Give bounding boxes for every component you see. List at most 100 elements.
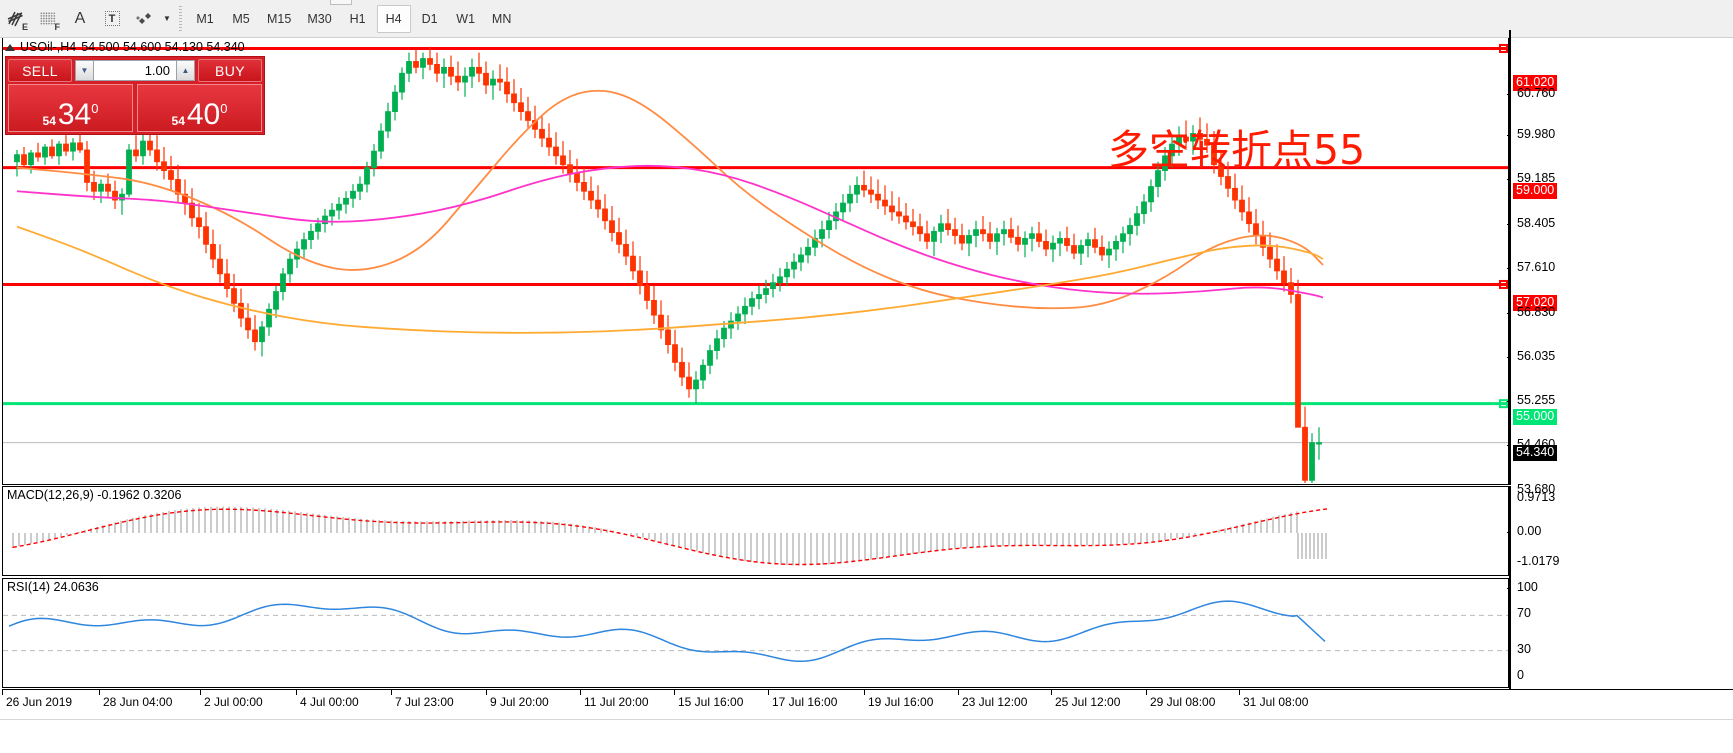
rsi-pane[interactable]: RSI(14) 24.0636 [2, 578, 1509, 688]
price-pane[interactable] [2, 38, 1509, 485]
objects-icon[interactable] [129, 4, 159, 34]
time-axis-tick [958, 690, 959, 695]
one-click-trading-panel[interactable]: SELL ▼ 1.00 ▲ BUY 54 34 0 54 40 0 [5, 56, 265, 135]
time-axis-tick [580, 690, 581, 695]
time-axis-label: 25 Jul 12:00 [1055, 695, 1121, 709]
price-axis-tag[interactable]: 57.020 [1513, 295, 1558, 311]
price-axis-tick [1507, 313, 1511, 314]
volume-decrement-icon[interactable]: ▼ [75, 60, 94, 81]
macd-axis-label: 0.00 [1517, 524, 1542, 538]
toolbar-float-handle[interactable] [330, 0, 352, 5]
text-label-icon[interactable]: T [97, 4, 127, 34]
price-axis-tag[interactable]: 59.000 [1513, 183, 1558, 199]
time-axis-tick [768, 690, 769, 695]
sell-button[interactable]: SELL [8, 59, 72, 82]
time-axis-label: 15 Jul 16:00 [678, 695, 744, 709]
time-axis-label: 31 Jul 08:00 [1243, 695, 1309, 709]
symbol-name: USOil-,H4 [20, 40, 77, 54]
status-bar [0, 719, 1733, 753]
time-axis-tick [1239, 690, 1240, 695]
price-axis-tick [1507, 268, 1511, 269]
time-axis-tick [99, 690, 100, 695]
text-label-glyph: T [104, 11, 120, 26]
indicators-icon-sub: E [21, 21, 28, 32]
sell-price-main: 34 [57, 98, 92, 131]
toolbar-separator [179, 5, 182, 32]
time-axis-tick [296, 690, 297, 695]
time-axis-label: 26 Jun 2019 [6, 695, 73, 709]
time-axis-label: 2 Jul 00:00 [204, 695, 263, 709]
rsi-label: RSI(14) 24.0636 [7, 580, 99, 594]
volume-input[interactable]: 1.00 [94, 60, 176, 81]
price-axis-tick [1507, 135, 1511, 136]
price-axis-label: 56.830 [1517, 305, 1556, 319]
buy-price-fraction: 0 [220, 101, 228, 116]
macd-pane[interactable]: MACD(12,26,9) -0.1962 0.3206 [2, 486, 1509, 576]
sell-price-display[interactable]: 54 34 0 [8, 84, 133, 132]
price-axis[interactable]: 61.020 60.760 59.980 59.185 59.000 58.405 57.6… [1507, 30, 1733, 496]
price-axis-tick [1507, 179, 1511, 180]
sell-price-fraction: 0 [91, 101, 99, 116]
price-axis-label: 53.680 [1517, 482, 1556, 496]
price-axis-label: 59.980 [1517, 127, 1556, 141]
collapse-triangle-icon[interactable] [5, 43, 15, 51]
price-axis-tag[interactable]: 55.000 [1513, 409, 1558, 425]
timeframe-m1[interactable]: M1 [196, 11, 214, 26]
rsi-axis-label: 30 [1517, 642, 1531, 656]
timeframe-mn[interactable]: MN [491, 11, 512, 26]
chart-toolbar: E F A T ▼ M1 M5 M15 M30 H1 H4 D1 W1 MN [0, 0, 1733, 38]
time-axis-tick [864, 690, 865, 695]
price-axis-tick [1507, 445, 1511, 446]
timeframe-w1[interactable]: W1 [456, 11, 476, 26]
time-axis-label: 7 Jul 23:00 [395, 695, 454, 709]
volume-stepper[interactable]: ▼ 1.00 ▲ [75, 59, 195, 82]
time-axis-tick [2, 690, 3, 695]
price-axis-tick [1507, 357, 1511, 358]
grid-dots-glyph [40, 12, 56, 25]
time-axis-label: 9 Jul 20:00 [490, 695, 549, 709]
rsi-axis-tick [1507, 588, 1511, 589]
grid-dots-icon[interactable]: F [33, 4, 63, 34]
symbol-ohlc: 54.500 54.600 54.130 54.340 [81, 40, 245, 54]
text-icon[interactable]: A [65, 4, 95, 34]
time-axis-label: 17 Jul 16:00 [772, 695, 838, 709]
time-axis[interactable]: 26 Jun 2019 28 Jun 04:00 2 Jul 00:00 4 Jul … [2, 689, 1733, 717]
time-axis-tick [391, 690, 392, 695]
rsi-axis-label: 100 [1517, 580, 1538, 594]
macd-plot-svg [12, 506, 1329, 566]
chart-annotation-text[interactable]: 多空转折点55 [1108, 126, 1366, 174]
buy-button[interactable]: BUY [198, 59, 262, 82]
indicators-icon[interactable]: E [1, 4, 31, 34]
price-axis-label: 56.035 [1517, 349, 1556, 363]
chart-area[interactable]: USOil-,H4 54.500 54.600 54.130 54.340 SE… [0, 30, 1733, 753]
timeframe-m30[interactable]: M30 [307, 11, 332, 26]
time-axis-label: 28 Jun 04:00 [103, 695, 173, 709]
price-candles-svg [3, 43, 1508, 483]
price-axis-tag[interactable]: 61.020 [1513, 75, 1558, 91]
rsi-axis-label: 0 [1517, 668, 1524, 682]
time-axis-tick [674, 690, 675, 695]
time-axis-label: 23 Jul 12:00 [962, 695, 1028, 709]
objects-dropdown-caret-icon[interactable]: ▼ [163, 14, 171, 23]
time-axis-tick [486, 690, 487, 695]
timeframe-h4[interactable]: H4 [376, 4, 411, 33]
price-axis-label: 59.185 [1517, 171, 1556, 185]
timeframe-d1[interactable]: D1 [421, 11, 438, 26]
rsi-axis-label: 70 [1517, 606, 1531, 620]
volume-increment-icon[interactable]: ▲ [176, 60, 195, 81]
macd-label: MACD(12,26,9) -0.1962 0.3206 [7, 488, 182, 502]
price-axis-tick [1507, 401, 1511, 402]
timeframe-m5[interactable]: M5 [232, 11, 250, 26]
time-axis-label: 29 Jul 08:00 [1150, 695, 1216, 709]
order-panel-prices: 54 34 0 54 40 0 [6, 84, 264, 134]
macd-axis-label: -1.0179 [1517, 554, 1560, 568]
timeframe-m15[interactable]: M15 [267, 11, 292, 26]
buy-price-display[interactable]: 54 40 0 [137, 84, 262, 132]
timeframe-h1[interactable]: H1 [349, 11, 366, 26]
price-axis-tag[interactable]: 54.340 [1513, 445, 1558, 461]
price-axis-label: 60.760 [1517, 86, 1556, 100]
symbol-ohlc-bar: USOil-,H4 54.500 54.600 54.130 54.340 [3, 39, 245, 55]
time-axis-label: 4 Jul 00:00 [300, 695, 359, 709]
macd-axis-tick [1507, 532, 1511, 533]
